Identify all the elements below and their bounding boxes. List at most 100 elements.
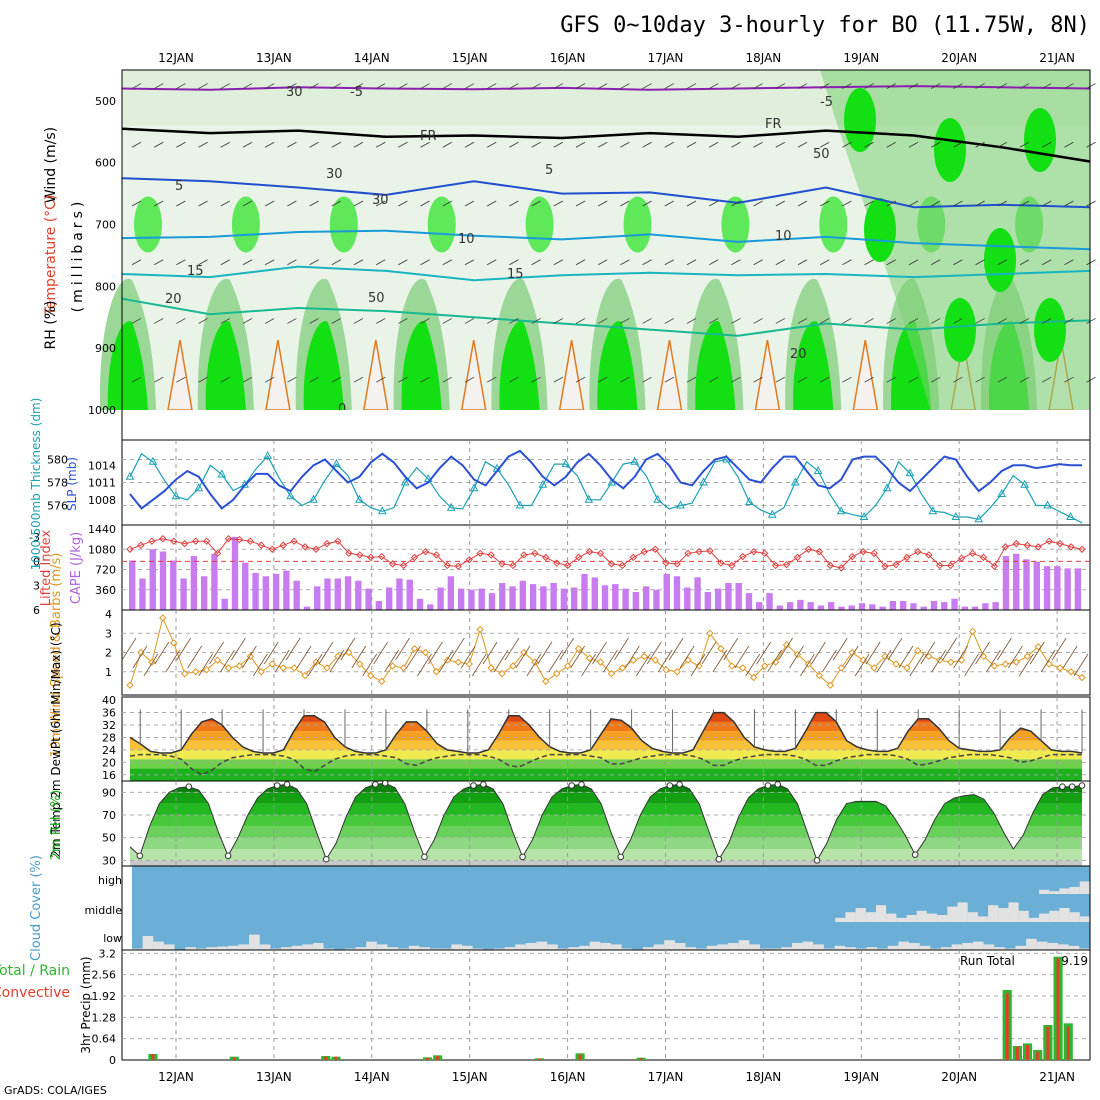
wind-speed-point	[826, 681, 835, 689]
li-point	[432, 551, 441, 559]
surface-wind-barb	[165, 649, 181, 673]
rh2m-point	[617, 853, 625, 861]
surface-wind-barb	[570, 645, 585, 669]
wind-barb	[886, 376, 896, 383]
cloud-low-bar	[547, 944, 558, 950]
temp-band	[130, 749, 1082, 760]
wind-barb	[1019, 141, 1030, 148]
wind-barb	[731, 376, 741, 383]
li-point	[399, 561, 408, 570]
wind-barb	[531, 318, 541, 324]
li-point	[563, 561, 572, 570]
wind-barb	[1064, 141, 1074, 148]
wind-barb	[997, 376, 1007, 383]
cloud-low-bar	[962, 943, 973, 950]
cape-bar	[941, 602, 948, 610]
isotherm-5	[121, 177, 1091, 209]
wind-barb	[487, 259, 497, 266]
wind-barb	[642, 200, 652, 207]
cloud-low-bar	[834, 945, 846, 950]
cape-bar	[766, 593, 773, 610]
cloud-low-bar	[408, 945, 420, 950]
li-point	[542, 553, 550, 562]
cloud-low-bar	[600, 943, 611, 950]
cape-bar	[714, 588, 722, 610]
wind-barb	[287, 318, 297, 324]
cape-bar	[509, 586, 516, 610]
wind-barb	[820, 141, 830, 148]
cape-bar	[756, 602, 763, 610]
wind-barb	[997, 318, 1007, 324]
top-date-label: 18JAN	[746, 51, 782, 65]
rh2m-point	[578, 781, 585, 788]
precip-convective-bar	[639, 1058, 643, 1060]
wind-barb	[575, 259, 586, 266]
wind-barb	[931, 318, 941, 324]
cape-bar	[858, 603, 866, 610]
cape-bar	[211, 553, 218, 610]
wind-barb	[198, 141, 208, 148]
surface-wind-barb	[876, 649, 892, 673]
thickness-point	[928, 506, 938, 515]
rh-moisture-core	[205, 321, 246, 410]
cloud-low-bar	[366, 941, 377, 950]
wind-speed-point	[563, 662, 572, 670]
slp-label: SLP (mb)	[65, 457, 79, 511]
rh-mid-cell	[525, 196, 554, 253]
tick-label: 576	[47, 500, 68, 513]
cloud-low-bar	[461, 945, 473, 950]
isotherm-20	[121, 297, 1091, 337]
wind10m-label: 10m Wind Speed & Barbs (m/s)	[49, 553, 64, 758]
cloud-low-bar	[930, 948, 941, 950]
cape-bar	[324, 578, 331, 610]
wind-barb	[265, 259, 275, 266]
wind-barb	[242, 259, 253, 266]
wind-barb	[154, 141, 164, 148]
contour-label: 30	[372, 193, 389, 208]
surface-wind-barb	[581, 653, 596, 677]
cape-bar	[149, 549, 156, 610]
cloud-low-bar	[1026, 938, 1037, 950]
wind-barb	[353, 83, 364, 89]
wind-speed-point	[870, 664, 878, 672]
wind-barb	[287, 376, 297, 383]
precip-convective-bar	[151, 1054, 155, 1060]
rh2m-point	[470, 782, 477, 789]
rh2m-point	[813, 857, 821, 864]
precip-ylabel: 3hr Precip (mm)	[79, 956, 93, 1053]
wind-barb	[220, 200, 230, 207]
li-point	[771, 561, 780, 570]
cape-bar	[416, 598, 424, 610]
wind-barb	[331, 376, 341, 383]
cape-bar	[642, 586, 650, 610]
wind-barb	[1086, 376, 1096, 383]
surface-wind-barb	[668, 637, 684, 661]
wind-barb	[886, 259, 896, 266]
wind-barb	[820, 259, 830, 266]
cape-bar	[653, 589, 660, 610]
wind-barb	[753, 141, 763, 148]
li-point	[553, 559, 561, 567]
wind-barb	[331, 200, 341, 207]
wind-barb	[931, 376, 941, 383]
li-point	[148, 537, 156, 545]
wind-barb	[1064, 259, 1074, 266]
rh2m-point	[764, 782, 772, 789]
li-point	[968, 549, 977, 558]
rh2m-point	[185, 783, 193, 790]
wind-speed-point	[1045, 660, 1053, 668]
top-date-label: 19JAN	[843, 51, 879, 65]
thickness-point	[859, 511, 869, 520]
cloud-low-bar	[791, 943, 803, 950]
thickness-point	[699, 477, 708, 486]
wind-barb	[1019, 376, 1030, 383]
cloud-low-bar	[1015, 945, 1027, 950]
wind-speed-point	[509, 662, 517, 670]
wind-barb	[487, 376, 497, 383]
cloud-middle-bar	[1018, 910, 1029, 922]
cloud-low-bar	[760, 948, 771, 950]
cloud-high-bar	[1059, 888, 1070, 894]
surface-wind-barb	[351, 645, 367, 669]
cape-bar	[560, 588, 568, 610]
